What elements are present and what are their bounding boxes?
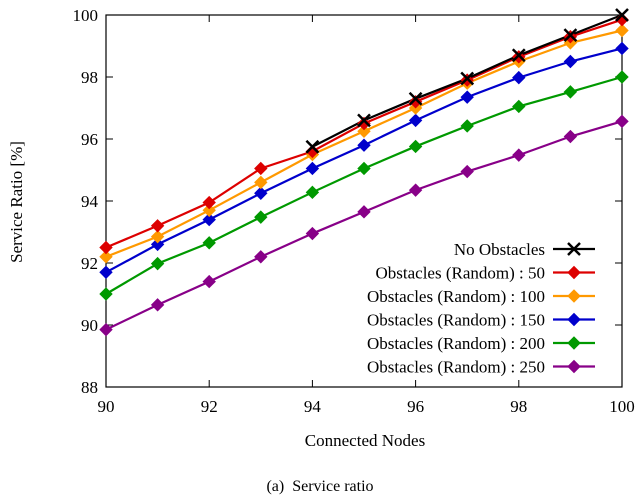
data-point	[254, 186, 268, 200]
legend-marker	[567, 359, 581, 374]
legend-marker	[567, 312, 581, 327]
data-point	[460, 71, 475, 86]
marker-stroke	[563, 28, 578, 43]
data-point	[202, 236, 216, 250]
data-point	[512, 99, 526, 114]
series-line	[105, 47, 623, 274]
data-point	[563, 54, 578, 69]
x-tick-label: 90	[98, 397, 115, 416]
y-tick-label: 92	[81, 254, 98, 273]
data-point	[254, 250, 268, 264]
marker-stroke	[305, 139, 320, 154]
data-point	[99, 322, 113, 337]
data-point	[563, 85, 578, 99]
data-point	[150, 219, 165, 233]
data-point	[615, 114, 629, 129]
x-axis-title: Connected Nodes	[305, 431, 425, 450]
series-line	[105, 75, 623, 295]
data-point	[615, 70, 629, 84]
legend-marker	[567, 265, 581, 280]
legend-marker	[567, 289, 581, 303]
plot-border	[105, 14, 623, 388]
y-tick-label: 98	[81, 68, 98, 87]
data-point	[460, 119, 474, 133]
data-point	[202, 195, 216, 210]
data-point	[99, 287, 113, 301]
data-point	[305, 161, 320, 176]
x-tick-label: 94	[304, 397, 322, 416]
data-point	[150, 298, 165, 312]
data-point	[408, 91, 423, 106]
data-point	[202, 274, 216, 289]
data-point	[357, 124, 371, 138]
data-point	[408, 113, 423, 128]
data-point	[512, 148, 526, 162]
data-point	[99, 250, 113, 264]
plot-frame	[105, 14, 623, 388]
data-point	[202, 203, 216, 218]
legend-label: Obstacles (Random) : 200	[367, 334, 545, 353]
data-point	[305, 185, 320, 200]
data-point	[460, 90, 474, 104]
y-tick-label: 100	[73, 6, 99, 25]
data-point	[357, 161, 371, 176]
data-point	[615, 8, 629, 22]
series-markers	[99, 8, 629, 337]
data-point	[408, 139, 423, 154]
data-point	[357, 205, 371, 219]
legend-marker	[567, 336, 581, 350]
data-point	[408, 183, 423, 197]
marker-stroke	[511, 48, 526, 63]
data-point	[615, 23, 629, 38]
data-point	[563, 28, 578, 43]
marker-stroke	[408, 91, 423, 106]
marker-stroke	[460, 71, 475, 86]
data-point	[357, 116, 371, 131]
y-tick-label: 90	[81, 316, 98, 335]
figure-caption: (a) Service ratio	[266, 478, 373, 495]
data-point	[408, 95, 423, 109]
data-point	[254, 210, 268, 224]
marker-stroke	[615, 8, 629, 22]
legend-label: Obstacles (Random) : 250	[367, 358, 545, 377]
y-tick-label: 96	[81, 130, 98, 149]
data-point	[511, 48, 526, 63]
data-point	[202, 212, 216, 227]
marker-stroke	[567, 242, 581, 256]
data-point	[563, 129, 578, 144]
data-point	[357, 138, 371, 152]
y-axis-title: Service Ratio [%]	[7, 141, 26, 263]
x-tick-label: 100	[609, 397, 635, 416]
legend-label: Obstacles (Random) : 150	[367, 311, 545, 330]
data-point	[150, 237, 165, 252]
data-point	[99, 265, 113, 280]
data-point	[305, 226, 320, 241]
legend-marker	[567, 242, 581, 256]
data-point	[357, 113, 371, 128]
data-point	[460, 164, 474, 179]
data-point	[512, 70, 526, 85]
x-tick-label: 92	[201, 397, 218, 416]
legend: No Obstacles Obstacles (Random) : 50 Obsta…	[367, 240, 595, 377]
legend-label: Obstacles (Random) : 50	[376, 264, 546, 283]
data-point	[305, 139, 320, 154]
data-point	[99, 240, 113, 255]
data-point	[254, 161, 268, 176]
y-tick-label: 94	[81, 192, 99, 211]
data-point	[150, 256, 165, 271]
data-point	[615, 41, 629, 56]
marker-stroke	[357, 113, 371, 128]
y-tick-label: 88	[81, 378, 98, 397]
data-point	[150, 229, 165, 244]
x-tick-label: 98	[510, 397, 527, 416]
x-tick-label: 96	[407, 397, 424, 416]
legend-label: Obstacles (Random) : 100	[367, 287, 545, 306]
legend-label: No Obstacles	[454, 240, 545, 259]
data-point	[254, 175, 268, 190]
